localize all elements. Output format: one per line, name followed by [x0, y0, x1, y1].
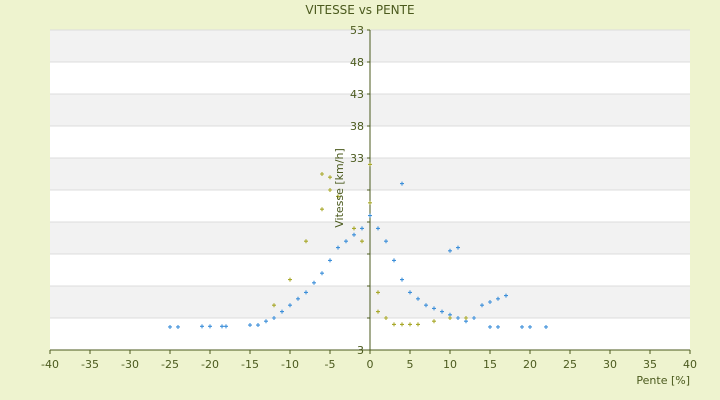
data-point — [176, 324, 180, 329]
data-point — [336, 194, 340, 199]
x-tick-label: -40 — [41, 358, 59, 371]
data-point — [352, 226, 356, 231]
data-point — [344, 239, 348, 244]
data-point — [296, 296, 300, 301]
data-point — [336, 245, 340, 250]
data-point — [528, 324, 532, 329]
data-point — [352, 232, 356, 237]
y-tick-label: 48 — [350, 56, 364, 69]
x-tick-label: 35 — [643, 358, 657, 371]
data-point — [544, 324, 548, 329]
data-point — [320, 271, 324, 276]
data-point — [280, 309, 284, 314]
y-tick-label: 3 — [357, 344, 364, 357]
x-tick-label: -35 — [81, 358, 99, 371]
data-point — [376, 309, 380, 314]
data-point — [376, 226, 380, 231]
data-point — [504, 293, 508, 298]
data-point — [472, 316, 476, 320]
x-axis-label: Pente [%] — [636, 374, 690, 387]
data-point — [496, 296, 500, 301]
data-point — [456, 245, 460, 250]
data-point — [248, 323, 252, 328]
y-tick-label: 33 — [350, 152, 364, 165]
data-point — [480, 303, 484, 308]
data-point — [424, 303, 428, 308]
y-tick-label: 43 — [350, 88, 364, 101]
data-point — [400, 181, 404, 186]
y-tick-label: 38 — [350, 120, 364, 133]
data-point — [496, 324, 500, 329]
data-point — [312, 280, 316, 285]
data-point — [432, 319, 436, 324]
data-point — [368, 162, 372, 167]
data-point — [200, 324, 204, 329]
data-point — [400, 277, 404, 282]
data-point — [272, 303, 276, 308]
data-point — [464, 316, 468, 320]
data-point — [432, 306, 436, 311]
data-point — [288, 277, 292, 282]
x-tick-label: 30 — [603, 358, 617, 371]
x-tick-label: 5 — [407, 358, 414, 371]
x-tick-label: -20 — [201, 358, 219, 371]
data-point — [288, 303, 292, 308]
data-point — [440, 309, 444, 314]
data-point — [376, 290, 380, 295]
data-point — [360, 226, 364, 231]
data-point — [320, 172, 324, 176]
data-point — [224, 324, 228, 329]
data-point — [408, 290, 412, 295]
data-point — [392, 258, 396, 263]
data-point — [416, 296, 420, 301]
data-point — [400, 322, 404, 327]
data-point — [328, 258, 332, 263]
data-point — [488, 324, 492, 329]
data-point — [220, 324, 224, 329]
data-point — [304, 290, 308, 295]
data-point — [272, 316, 276, 320]
data-point — [304, 239, 308, 244]
y-axis-label: Vitesse [km/h] — [333, 148, 346, 228]
data-point — [520, 324, 524, 329]
x-tick-label: 10 — [443, 358, 457, 371]
data-point — [448, 248, 452, 253]
x-tick-label: -5 — [325, 358, 336, 371]
data-point — [408, 322, 412, 327]
data-point — [488, 300, 492, 304]
x-tick-label: -25 — [161, 358, 179, 371]
data-point — [208, 324, 212, 329]
data-point — [456, 316, 460, 320]
x-tick-label: 15 — [483, 358, 497, 371]
data-point — [448, 316, 452, 320]
data-point — [392, 322, 396, 327]
x-tick-label: 20 — [523, 358, 537, 371]
x-tick-label: 40 — [683, 358, 697, 371]
data-point — [264, 319, 268, 324]
data-point — [328, 175, 332, 180]
data-point — [256, 323, 260, 328]
data-point — [416, 322, 420, 327]
data-point — [320, 207, 324, 212]
x-tick-label: -15 — [241, 358, 259, 371]
x-tick-label: 25 — [563, 358, 577, 371]
data-point — [384, 316, 388, 320]
data-point — [168, 324, 172, 329]
data-point — [368, 213, 372, 218]
x-tick-label: 0 — [367, 358, 374, 371]
chart-title: VITESSE vs PENTE — [305, 3, 414, 17]
data-point — [360, 239, 364, 244]
data-point — [328, 188, 332, 192]
x-tick-label: -10 — [281, 358, 299, 371]
data-point — [384, 239, 388, 244]
data-point — [368, 200, 372, 205]
y-tick-label: 53 — [350, 24, 364, 37]
x-tick-label: -30 — [121, 358, 139, 371]
